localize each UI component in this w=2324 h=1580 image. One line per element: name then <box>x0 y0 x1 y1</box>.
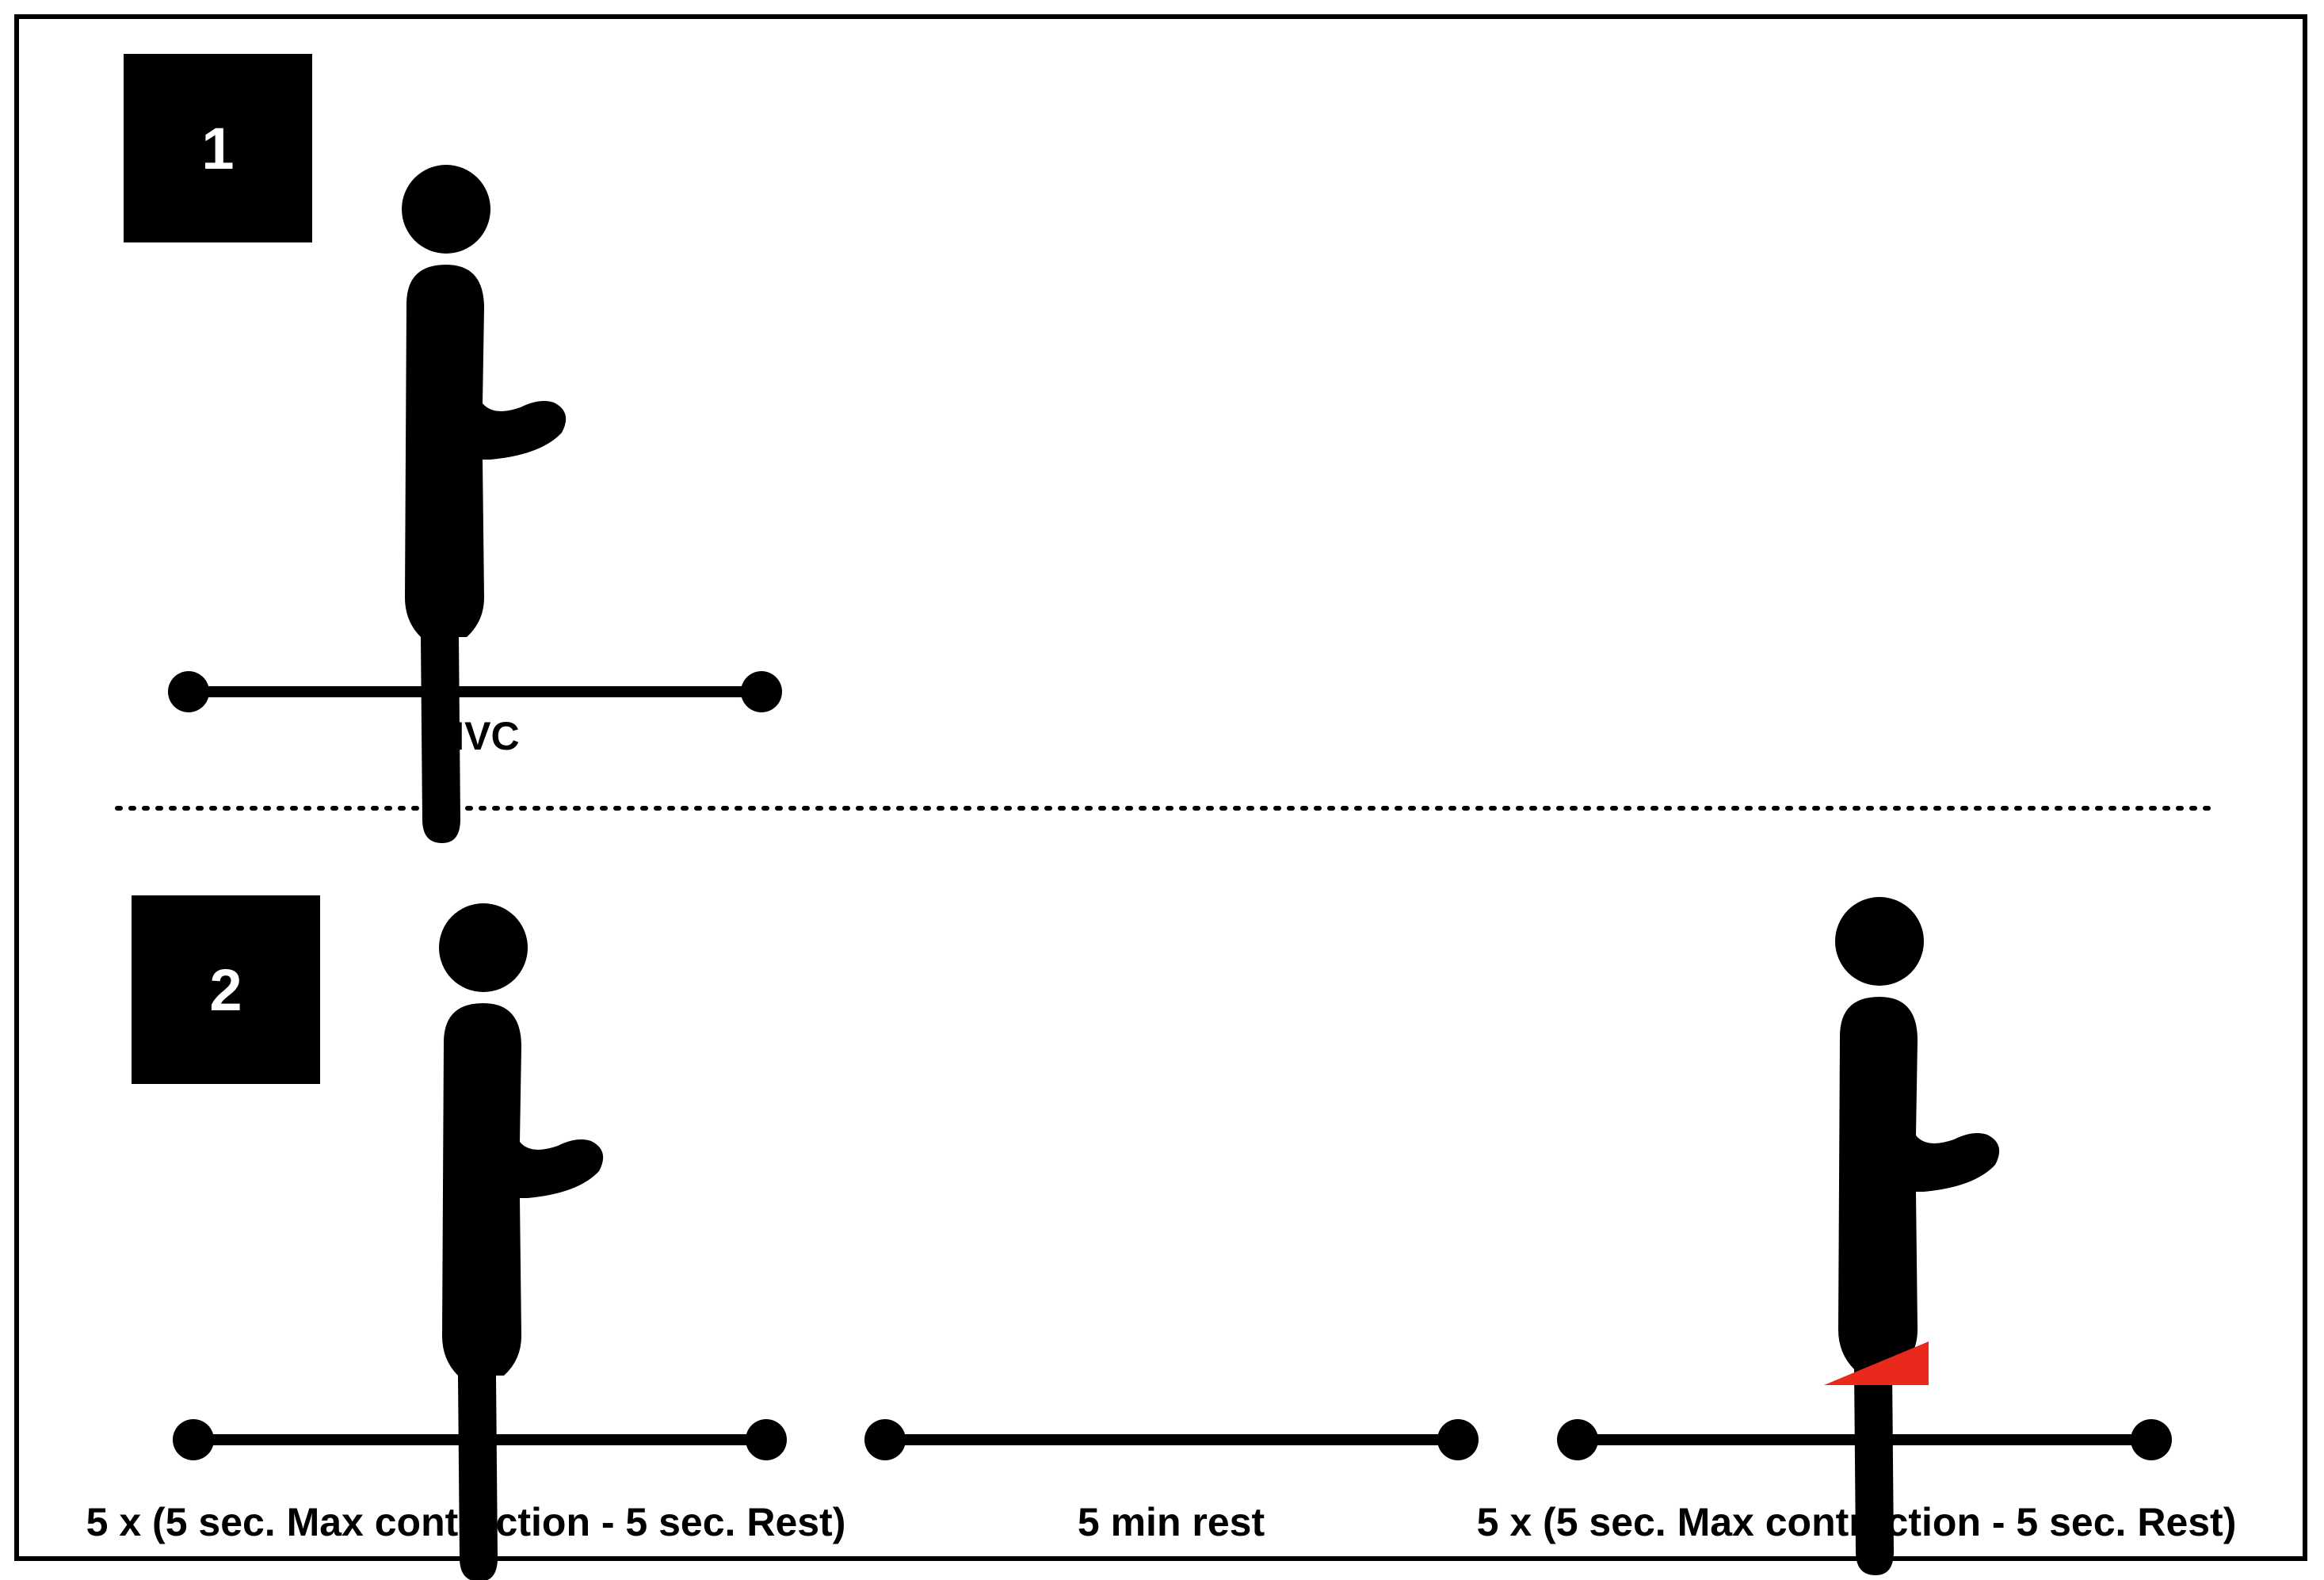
step-2-badge: 2 <box>132 895 320 1084</box>
timeline-label-mvc: MVC <box>431 714 520 758</box>
timeline-label-rest: 5 min rest <box>1077 1500 1265 1544</box>
diagram-frame <box>14 14 2307 1561</box>
timeline-label-contraction-2: 5 x (5 sec. Max contraction - 5 sec. Res… <box>1476 1500 2237 1544</box>
timeline-contraction-2 <box>1557 1419 2172 1460</box>
step-1-badge: 1 <box>124 54 312 242</box>
timeline-rest <box>864 1419 1479 1460</box>
timeline-label-contraction-1: 5 x (5 sec. Max contraction - 5 sec. Res… <box>86 1500 846 1544</box>
standing-person-icon <box>439 903 604 1580</box>
timeline-contraction-1 <box>173 1419 787 1460</box>
timeline-mvc <box>168 671 782 712</box>
heel-wedge-icon <box>1824 1341 1929 1385</box>
standing-person-icon <box>1835 897 2000 1575</box>
